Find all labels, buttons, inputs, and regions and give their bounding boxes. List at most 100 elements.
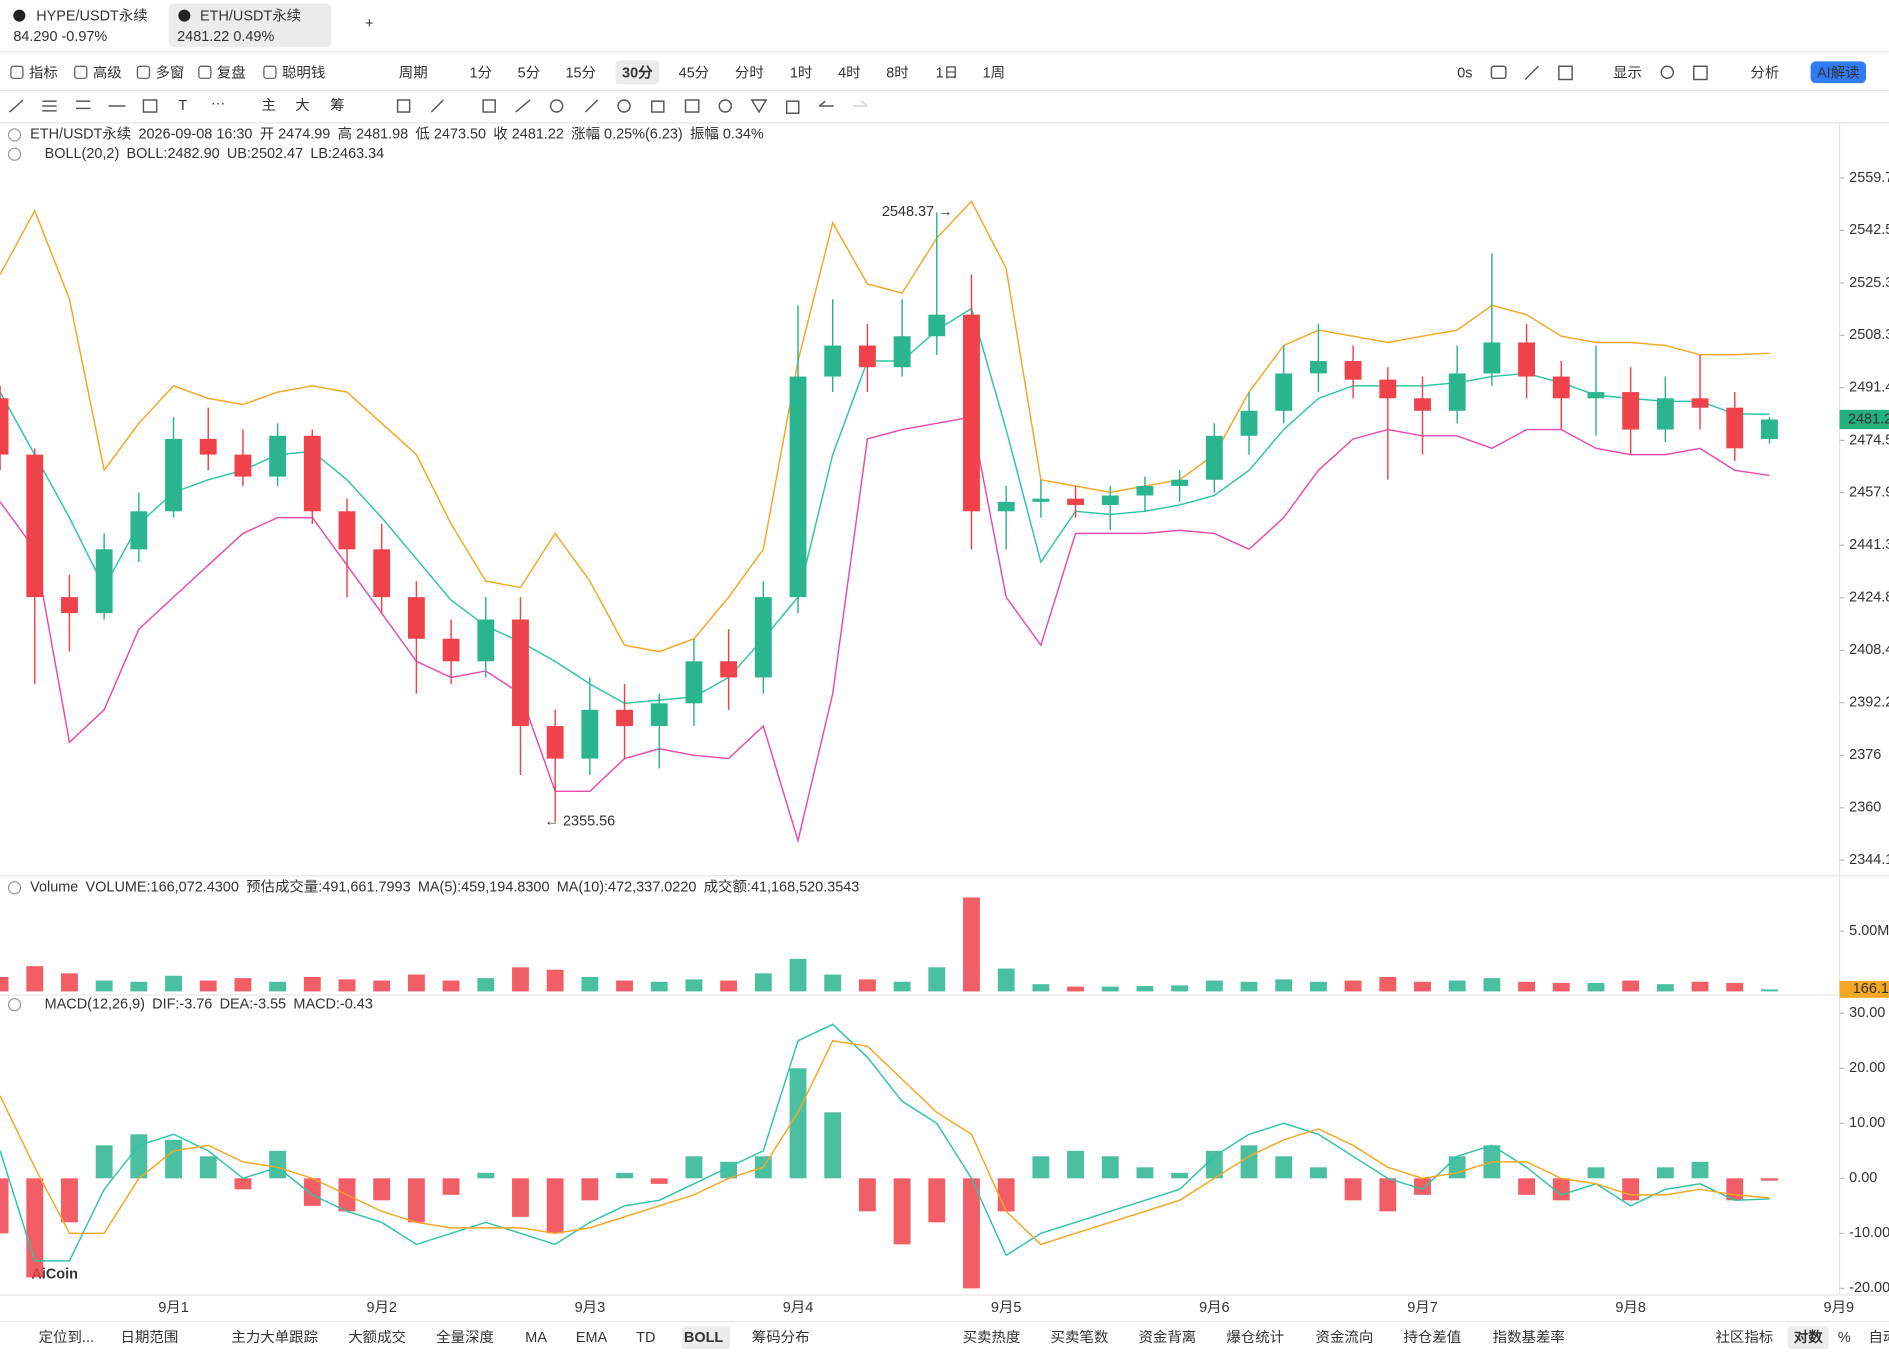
- volume-bar: [1587, 982, 1605, 992]
- collapse-toggle[interactable]: [7, 881, 22, 895]
- volume-bar: [1483, 978, 1501, 992]
- indicator-button[interactable]: BOLL: [684, 1330, 723, 1346]
- macd-bar: [165, 1139, 182, 1179]
- candle-body: [0, 398, 9, 455]
- draw-tool-icons: T ···: [9, 95, 868, 114]
- volume-bar: [1760, 989, 1778, 992]
- period-button[interactable]: 分时: [735, 64, 764, 81]
- period-button[interactable]: 30分: [622, 64, 653, 81]
- period-button[interactable]: 45分: [679, 64, 710, 81]
- candle-body: [1171, 479, 1189, 487]
- candle-body: [130, 511, 148, 550]
- indicator-button[interactable]: 筹码分布: [752, 1329, 810, 1346]
- tab-icon: [178, 9, 191, 22]
- candle-body: [1101, 495, 1119, 505]
- data-tool[interactable]: 买卖笔数: [1051, 1329, 1109, 1346]
- candle-body: [1726, 407, 1744, 449]
- macd-bar: [1587, 1167, 1605, 1179]
- indicator-button[interactable]: EMA: [576, 1330, 608, 1346]
- toolbar-item[interactable]: 复盘: [217, 63, 246, 81]
- candle-body: [512, 619, 529, 727]
- data-tool[interactable]: 指数基差率: [1493, 1329, 1565, 1346]
- period-button[interactable]: 1日: [936, 65, 958, 81]
- macd-bar: [0, 1178, 9, 1234]
- period-label[interactable]: 周期: [399, 64, 428, 81]
- info-text: MA(5):459,194.8300: [418, 880, 550, 896]
- active-scale-bg: [1787, 1326, 1829, 1350]
- toolbar-item[interactable]: 多窗: [155, 63, 184, 81]
- period-button[interactable]: 15分: [565, 64, 596, 81]
- volume-bar: [338, 979, 356, 992]
- volume-bar: [442, 980, 460, 992]
- data-tool[interactable]: 持仓差值: [1403, 1329, 1461, 1346]
- info-text: DIF:-3.76: [152, 996, 212, 1012]
- toolbar-right[interactable]: 显示: [1613, 65, 1642, 81]
- tab-symbol[interactable]: ETH/USDT永续: [200, 8, 301, 25]
- bottom-right[interactable]: 自动: [1868, 1329, 1889, 1346]
- collapse-toggle[interactable]: [7, 998, 22, 1012]
- macd-bar: [442, 1178, 460, 1195]
- toolbar-right[interactable]: 分析: [1750, 64, 1779, 81]
- data-tool[interactable]: 资金背离: [1138, 1329, 1196, 1346]
- toolbar-icon: [136, 65, 151, 79]
- volume-bar: [720, 980, 738, 992]
- bottom-item[interactable]: 定位到...: [39, 1329, 94, 1346]
- toolbar-right[interactable]: 0s: [1457, 65, 1472, 81]
- candle-body: [685, 661, 703, 704]
- indicator-button[interactable]: MA: [525, 1330, 547, 1346]
- toolbar-item[interactable]: 指标: [29, 64, 58, 81]
- candle-body: [1067, 498, 1084, 505]
- indicator-button[interactable]: 大额成交: [348, 1328, 406, 1346]
- y-tick-label: 2408.4: [1849, 642, 1889, 658]
- x-tick-label: 9月1: [158, 1300, 189, 1316]
- tab-symbol[interactable]: HYPE/USDT永续: [36, 8, 148, 25]
- macd-bar: [1171, 1172, 1189, 1179]
- period-button[interactable]: 1周: [983, 65, 1005, 81]
- bottom-right[interactable]: %: [1838, 1330, 1851, 1346]
- macd-bar: [1309, 1167, 1327, 1179]
- ai-button[interactable]: AI解读: [1817, 64, 1860, 81]
- info-text: 涨幅 0.25%(6.23): [571, 126, 683, 143]
- volume-bar: [997, 968, 1015, 992]
- period-button[interactable]: 8时: [886, 64, 908, 81]
- collapse-toggle[interactable]: [7, 147, 22, 161]
- draw-tool[interactable]: 大: [295, 97, 309, 114]
- draw-tool[interactable]: 主: [261, 97, 275, 114]
- data-tool[interactable]: 爆仓统计: [1226, 1329, 1284, 1346]
- bottom-right[interactable]: 对数: [1794, 1328, 1823, 1346]
- bottom-right[interactable]: 社区指标: [1715, 1329, 1773, 1346]
- draw-tool[interactable]: 筹: [330, 97, 344, 114]
- info-text: 2026-09-08 16:30: [138, 127, 252, 143]
- period-button[interactable]: 5分: [518, 64, 540, 81]
- volume-bar: [234, 978, 252, 992]
- active-indicator-bg: [681, 1326, 731, 1350]
- period-button[interactable]: 4时: [838, 64, 860, 81]
- candle-body: [1760, 419, 1778, 439]
- volume-bar: [1379, 976, 1397, 992]
- volume-tag: [1839, 980, 1889, 998]
- x-tick-label: 9月6: [1199, 1300, 1230, 1316]
- indicator-button[interactable]: 主力大单跟踪: [231, 1329, 318, 1346]
- data-tool[interactable]: 资金流向: [1316, 1329, 1374, 1346]
- data-tool[interactable]: 买卖热度: [963, 1329, 1021, 1346]
- volume-bar: [789, 958, 807, 992]
- period-button[interactable]: 1时: [790, 64, 812, 81]
- indicator-button[interactable]: 全量深度: [436, 1328, 494, 1346]
- ai-button-bg[interactable]: [1810, 61, 1867, 84]
- volume-bar: [1622, 980, 1640, 992]
- period-button[interactable]: 1分: [469, 64, 491, 81]
- indicator-button[interactable]: TD: [636, 1330, 655, 1346]
- toolbar-item[interactable]: 高级: [93, 64, 122, 81]
- bottom-item[interactable]: 日期范围: [121, 1329, 179, 1346]
- active-tab-bg: [168, 3, 332, 47]
- collapse-toggle[interactable]: [7, 128, 22, 142]
- info-text: 高 2481.98: [338, 126, 409, 143]
- toolbar-item[interactable]: 聪明钱: [282, 64, 325, 81]
- macd-bar: [650, 1178, 668, 1184]
- info-text: MACD:-0.43: [293, 996, 372, 1012]
- candle-body: [442, 638, 460, 662]
- candle-body: [858, 345, 876, 368]
- volume-bar: [1240, 981, 1258, 992]
- add-tab[interactable]: +: [365, 16, 373, 32]
